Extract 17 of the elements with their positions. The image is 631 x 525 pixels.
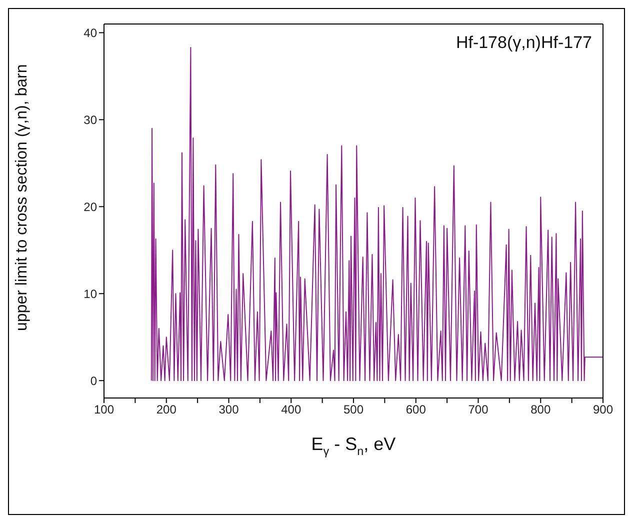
- x-tick-label: 700: [468, 402, 489, 417]
- x-tick-label: 500: [343, 402, 364, 417]
- x-axis-title: E$_{γ}$ - S$_{n}$, eV: [311, 434, 396, 458]
- x-tick-label: 200: [156, 402, 177, 417]
- y-axis-title: upper limit to cross section (γ,n), barn: [14, 64, 31, 331]
- x-tick-label: 900: [592, 402, 614, 417]
- y-tick-label: 20: [84, 200, 98, 214]
- y-tick-label: 0: [90, 374, 98, 388]
- x-tick-label: 100: [94, 402, 114, 417]
- x-tick-label: 600: [406, 402, 426, 417]
- x-tick-label: 300: [218, 402, 240, 417]
- text: Hf-178(γ,n)Hf-177: [456, 33, 592, 53]
- y-tick-label: 10: [84, 286, 98, 301]
- x-tick-label: 800: [530, 402, 551, 417]
- x-tick-label: 400: [281, 402, 302, 417]
- y-tick-label: 30: [84, 112, 98, 127]
- y-tick-label: 40: [84, 26, 98, 40]
